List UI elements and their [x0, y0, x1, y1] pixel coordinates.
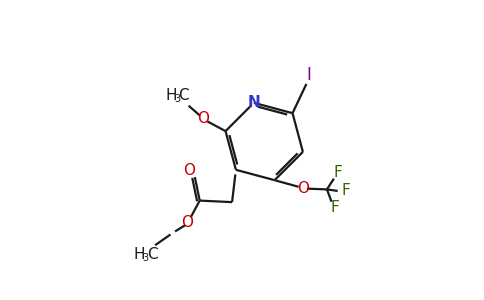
Text: N: N	[247, 95, 260, 110]
Text: C: C	[178, 88, 188, 103]
Text: F: F	[341, 183, 350, 198]
Text: 3: 3	[175, 94, 181, 104]
Text: O: O	[197, 111, 209, 126]
Text: O: O	[297, 181, 309, 196]
Text: O: O	[183, 163, 195, 178]
Text: H: H	[134, 247, 145, 262]
Text: H: H	[166, 88, 178, 103]
Text: C: C	[147, 247, 157, 262]
Text: F: F	[333, 165, 342, 180]
Text: 3: 3	[143, 253, 149, 262]
Text: O: O	[182, 215, 194, 230]
Text: I: I	[306, 66, 311, 84]
Text: F: F	[330, 200, 339, 215]
